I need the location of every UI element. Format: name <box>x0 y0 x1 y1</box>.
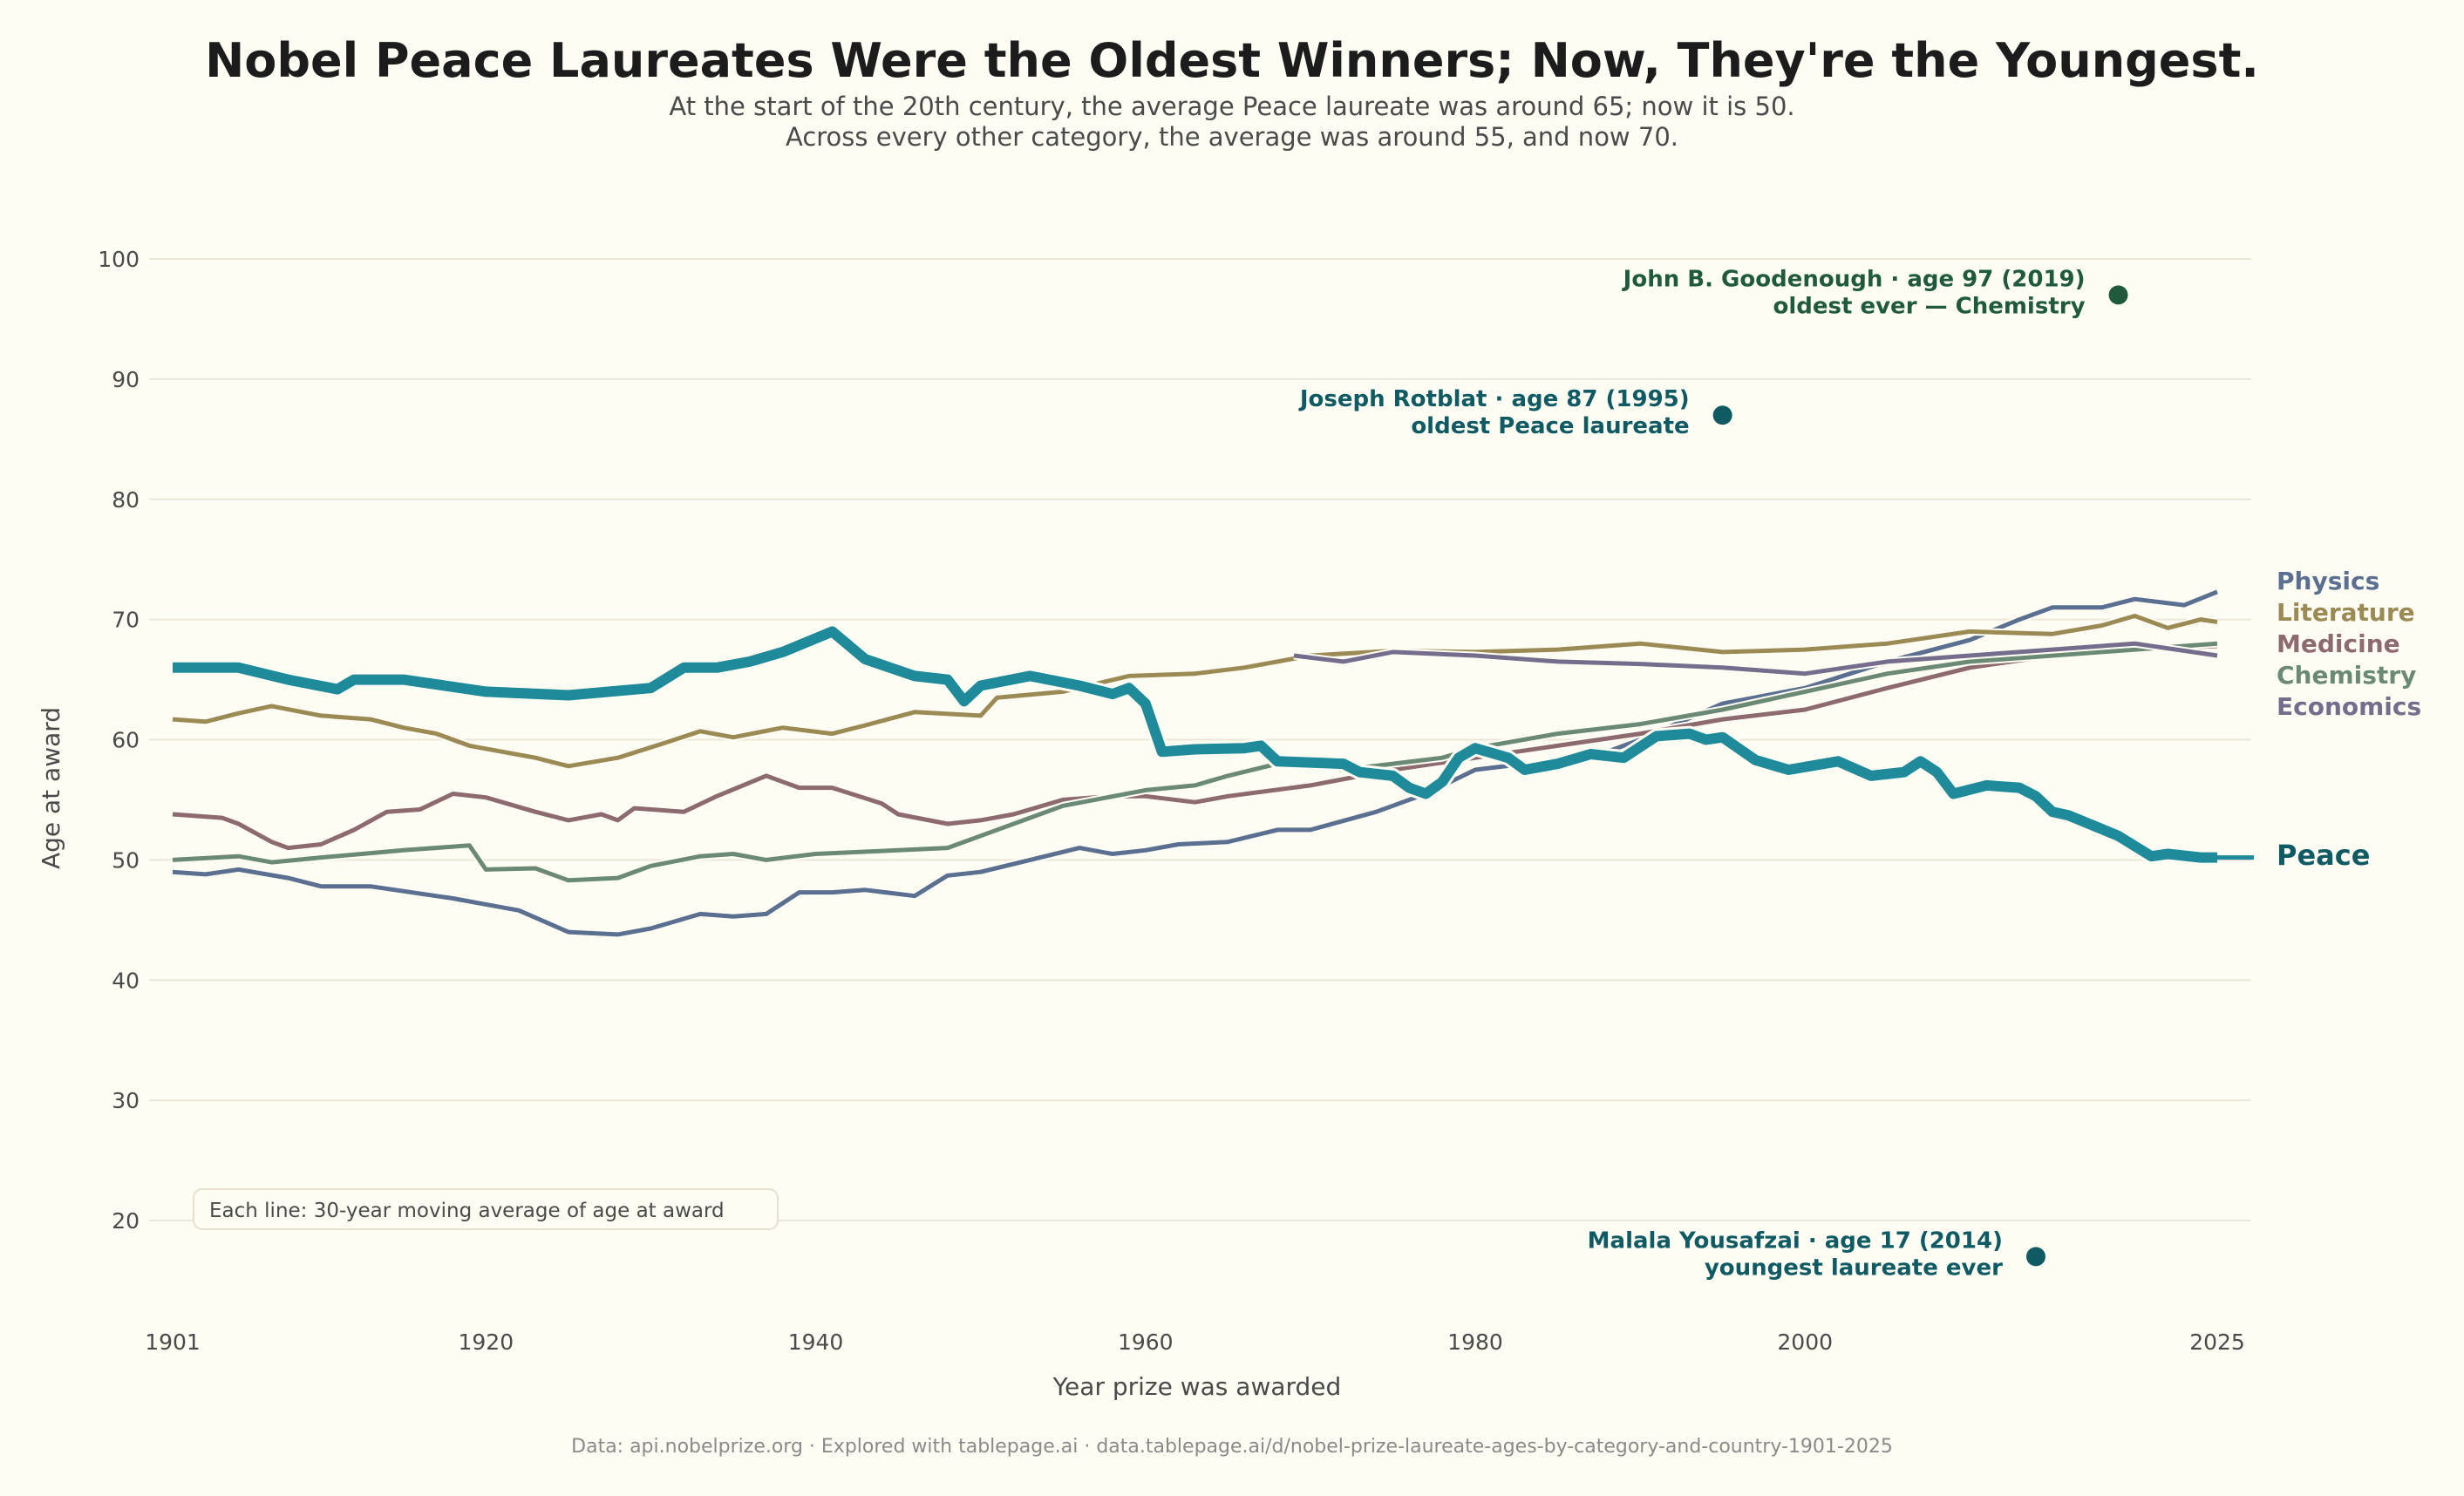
x-tick-label: 2025 <box>2189 1329 2245 1355</box>
legend-label-literature: Literature <box>2277 598 2415 627</box>
chart-subtitle-line-1: At the start of the 20th century, the av… <box>669 92 1794 121</box>
series-lines <box>172 588 2254 939</box>
annotation-subtitle: oldest Peace laureate <box>1411 413 1689 439</box>
y-tick-label: 90 <box>112 367 140 392</box>
x-tick-label: 1980 <box>1447 1329 1503 1355</box>
y-tick-label: 70 <box>112 608 140 633</box>
chemistry-line <box>172 641 2218 883</box>
x-axis-label: Year prize was awarded <box>1052 1372 1342 1401</box>
medicine-line <box>172 643 2218 851</box>
y-tick-label: 20 <box>112 1208 140 1234</box>
note-box: Each line: 30-year moving average of age… <box>193 1188 779 1230</box>
annotation-point <box>2108 285 2128 305</box>
physics-line <box>172 589 2218 937</box>
legend-label-chemistry: Chemistry <box>2277 661 2416 690</box>
legend-label-economics: Economics <box>2277 692 2421 721</box>
annotation-title: Malala Yousafzai · age 17 (2014) <box>1588 1227 2003 1254</box>
x-axis-ticks: 1901 1920 1940 1960 1980 2000 2025 <box>145 1329 2245 1355</box>
y-tick-label: 80 <box>112 487 140 513</box>
annotation-subtitle: youngest laureate ever <box>1705 1255 2003 1281</box>
legend-label-peace: Peace <box>2277 839 2370 872</box>
y-tick-label: 100 <box>98 247 140 272</box>
annotation-point <box>2025 1247 2045 1267</box>
y-axis-label: Age at award <box>37 707 65 869</box>
annotation-point <box>1712 405 1732 425</box>
annotations: John B. Goodenough · age 97 (2019)oldest… <box>1298 266 2128 1281</box>
x-tick-label: 1920 <box>459 1329 514 1355</box>
x-tick-label: 1901 <box>145 1329 201 1355</box>
annotation-title: John B. Goodenough · age 97 (2019) <box>1622 266 2086 292</box>
y-tick-label: 50 <box>112 847 140 873</box>
y-tick-label: 30 <box>112 1088 140 1113</box>
annotation-subtitle: oldest ever — Chemistry <box>1773 293 2086 319</box>
y-axis-ticks: 20 30 40 50 60 70 80 90 100 <box>98 247 140 1234</box>
chart-title: Nobel Peace Laureates Were the Oldest Wi… <box>205 33 2259 88</box>
x-tick-label: 1940 <box>788 1329 844 1355</box>
legend-label-physics: Physics <box>2277 567 2379 595</box>
x-tick-label: 2000 <box>1777 1329 1833 1355</box>
annotation-title: Joseph Rotblat · age 87 (1995) <box>1298 386 1690 412</box>
y-tick-label: 60 <box>112 728 140 753</box>
economics-line <box>1293 641 2218 677</box>
legend-label-medicine: Medicine <box>2277 629 2400 658</box>
note-text: Each line: 30-year moving average of age… <box>209 1200 725 1222</box>
chart-subtitle-line-2: Across every other category, the average… <box>786 122 1678 152</box>
x-tick-label: 1960 <box>1118 1329 1174 1355</box>
footer-source: Data: api.nobelprize.org · Explored with… <box>571 1436 1893 1458</box>
y-tick-label: 40 <box>112 968 140 993</box>
literature-line <box>172 614 2218 769</box>
peace-line <box>173 626 2217 863</box>
